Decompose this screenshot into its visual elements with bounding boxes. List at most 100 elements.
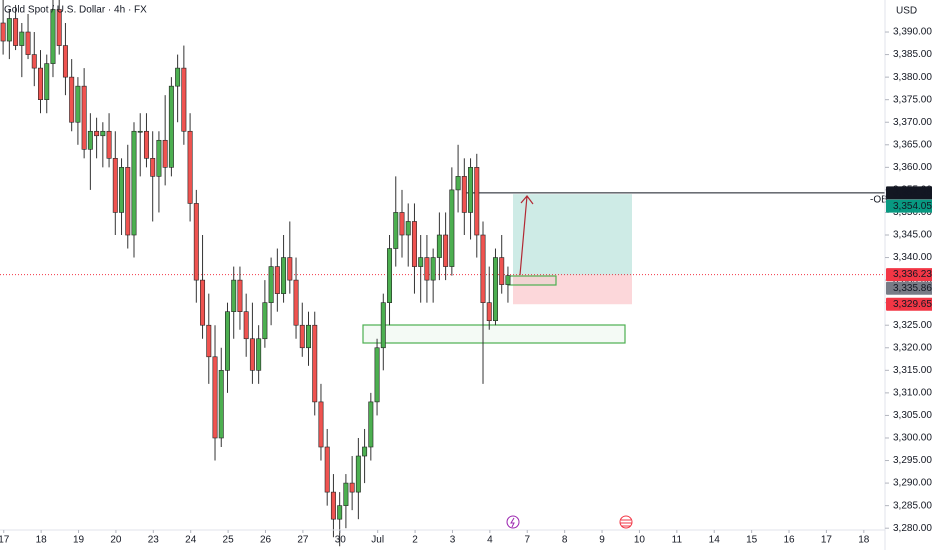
candle-body <box>206 324 212 358</box>
candle-body <box>399 212 405 236</box>
candle-body <box>287 257 293 281</box>
candle-body <box>312 324 318 403</box>
candle-body <box>106 130 112 159</box>
price-tag-label: 3,329.65 <box>893 299 932 310</box>
currency: USD <box>896 6 917 17</box>
y-tick-label: 3,280.00 <box>893 523 932 534</box>
candle-body <box>349 482 355 493</box>
x-tick-label: 7 <box>524 535 530 546</box>
x-tick-label: Jul <box>371 535 384 546</box>
candle-body <box>87 130 93 150</box>
price-tag-label: 3,336.23 <box>893 269 932 280</box>
price-tag <box>886 297 932 311</box>
candle-body <box>200 279 206 326</box>
price-tag-label: 3,335.86 <box>893 283 932 294</box>
price-tag <box>886 199 932 213</box>
event-icon[interactable] <box>506 515 520 529</box>
x-tick-label: 15 <box>746 535 758 546</box>
y-tick-label: 3,325.00 <box>893 320 932 331</box>
y-tick-label: 3,340.00 <box>893 252 932 263</box>
candle-body <box>44 63 50 100</box>
candle-body <box>193 203 199 281</box>
candle-body <box>486 302 492 322</box>
candle-body <box>330 491 336 520</box>
candle-body <box>411 221 417 267</box>
candle-body <box>492 257 498 322</box>
candle-body <box>150 158 156 177</box>
x-tick-label: 26 <box>260 535 272 546</box>
y-tick-label: 3,295.00 <box>893 455 932 466</box>
candle-body <box>480 234 486 303</box>
y-tick-label: 3,320.00 <box>893 342 932 353</box>
candle-body <box>0 22 6 42</box>
candles <box>0 0 511 547</box>
y-tick-label: 3,390.00 <box>893 27 932 38</box>
candle-body <box>256 338 262 371</box>
candle-body <box>137 130 143 133</box>
candle-body <box>6 18 12 42</box>
candle-body <box>474 167 480 236</box>
candle-body <box>237 279 243 312</box>
candle-body <box>249 338 255 371</box>
y-tick-label: 3,360.00 <box>893 162 932 173</box>
x-tick-label: 3 <box>450 535 456 546</box>
y-tick-label: 3,285.00 <box>893 500 932 511</box>
x-tick-label: 14 <box>709 535 721 546</box>
candle-body <box>131 130 137 236</box>
candle-body <box>380 302 386 349</box>
x-tick-label: 24 <box>185 535 197 546</box>
y-tick-label: 3,375.00 <box>893 94 932 105</box>
x-tick-label: 9 <box>599 535 605 546</box>
x-tick-label: 25 <box>223 535 235 546</box>
chart-title: Gold Spot / U.S. Dollar · 4h · FX <box>4 5 147 16</box>
candle-body <box>94 130 100 137</box>
candle-body <box>362 446 368 457</box>
candle-body <box>443 234 449 267</box>
candle-body <box>56 9 62 46</box>
candle-body <box>143 130 149 159</box>
candle-body <box>299 324 305 349</box>
candle-body <box>374 347 380 403</box>
event-icon-glyph <box>620 519 632 527</box>
candle-body <box>175 67 181 87</box>
demand-zone <box>362 324 626 344</box>
event-icon[interactable] <box>619 515 633 529</box>
candle-body <box>461 176 467 213</box>
y-tick-label: 3,290.00 <box>893 478 932 489</box>
candle-body <box>262 302 268 340</box>
annotation: -OB <box>870 194 888 205</box>
candle-body <box>324 446 330 493</box>
price-tag <box>886 281 932 295</box>
price-tag <box>886 186 932 200</box>
y-tick-label: 3,315.00 <box>893 365 932 376</box>
x-tick-label: 17 <box>821 535 833 546</box>
x-tick-label: 16 <box>783 535 795 546</box>
candle-body <box>405 221 411 236</box>
candle-body <box>387 248 393 303</box>
x-tick-label: 8 <box>562 535 568 546</box>
candle-body <box>293 279 299 326</box>
candle-body <box>268 266 274 303</box>
candle-body <box>306 324 311 349</box>
candle-body <box>31 54 37 69</box>
price-tag-label: 3,354.35 <box>893 187 932 198</box>
y-tick-label: 3,380.00 <box>893 72 932 83</box>
price-tag-label: 3,354.05 <box>893 201 932 212</box>
candle-body <box>100 130 106 137</box>
candle-body <box>243 311 249 340</box>
y-tick-label: 3,305.00 <box>893 410 932 421</box>
x-tick-label: 19 <box>73 535 85 546</box>
candle-body <box>218 370 224 439</box>
y-tick-label: 3,345.00 <box>893 230 932 241</box>
x-tick-label: 11 <box>672 535 683 546</box>
candle-body <box>75 85 81 123</box>
candle-body <box>81 85 87 150</box>
candle-body <box>69 76 75 123</box>
candle-body <box>393 212 399 249</box>
x-tick-label: 30 <box>335 535 347 546</box>
candle-body <box>455 176 461 191</box>
candle-body <box>212 356 218 439</box>
y-tick-label: 3,370.00 <box>893 117 932 128</box>
x-tick-label: 18 <box>858 535 870 546</box>
